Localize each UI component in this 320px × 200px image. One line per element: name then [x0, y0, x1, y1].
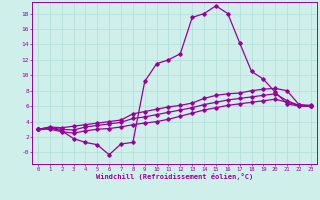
X-axis label: Windchill (Refroidissement éolien,°C): Windchill (Refroidissement éolien,°C) [96, 173, 253, 180]
